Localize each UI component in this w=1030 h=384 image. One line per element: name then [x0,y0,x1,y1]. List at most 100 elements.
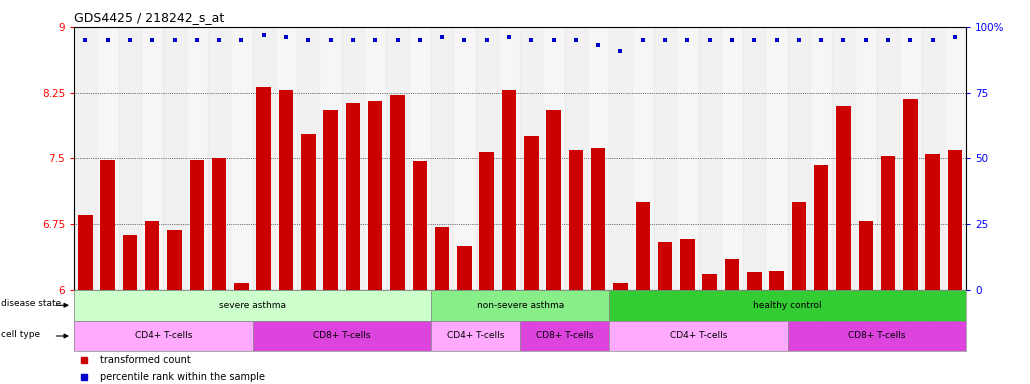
Bar [788,27,810,290]
Text: GDS4425 / 218242_s_at: GDS4425 / 218242_s_at [74,11,225,24]
Bar [859,221,873,290]
Text: CD4+ T-cells: CD4+ T-cells [135,331,192,341]
Bar [855,27,877,290]
Bar [677,27,698,290]
Point [835,37,852,43]
Bar [698,27,721,290]
Bar [744,27,765,290]
Bar [546,110,561,290]
Point [768,37,785,43]
Point [345,37,362,43]
Point [255,32,272,38]
Bar [413,161,427,290]
Point [612,48,628,54]
Text: non-severe asthma: non-severe asthma [477,301,563,310]
Bar [520,27,543,290]
Bar [591,148,606,290]
Point [925,37,941,43]
Point [545,37,561,43]
Point [479,37,495,43]
Point [211,37,228,43]
Point [858,37,874,43]
Bar [231,27,252,290]
Bar [881,156,895,290]
Bar [323,110,338,290]
Text: disease state: disease state [1,299,62,308]
Point [724,37,741,43]
Bar [164,27,185,290]
Bar [409,27,431,290]
Bar [123,235,137,290]
Point [523,37,540,43]
Bar [390,95,405,290]
Bar [476,27,497,290]
Point [77,37,94,43]
Bar [502,90,516,290]
Point [166,37,182,43]
Text: healthy control: healthy control [753,301,822,310]
Point [701,37,718,43]
Bar [836,106,851,290]
Bar [613,283,627,290]
Bar [654,27,677,290]
Text: CD8+ T-cells: CD8+ T-cells [848,331,905,341]
Bar [899,27,922,290]
Point [389,37,406,43]
Bar [903,99,918,290]
Bar [431,321,520,351]
Bar [252,321,431,351]
Point [746,37,762,43]
Bar [922,27,943,290]
Bar [145,221,160,290]
Point [813,37,829,43]
Bar [453,27,476,290]
Bar [564,27,587,290]
Bar [479,152,494,290]
Bar [610,290,966,321]
Bar [702,274,717,290]
Bar [190,160,204,290]
Bar [364,27,386,290]
Bar [788,321,966,351]
Bar [435,227,449,290]
Point [501,34,517,40]
Bar [497,27,520,290]
Point [657,37,674,43]
Bar [319,27,342,290]
Bar [342,27,364,290]
Bar [610,27,631,290]
Point [144,37,161,43]
Bar [792,202,806,290]
Bar [275,27,298,290]
Bar [141,27,164,290]
Bar [877,27,899,290]
Text: CD4+ T-cells: CD4+ T-cells [447,331,505,341]
Bar [118,27,141,290]
Point [300,37,316,43]
Bar [78,215,93,290]
Bar [212,157,227,290]
Bar [167,230,181,290]
Bar [721,27,744,290]
Bar [765,27,788,290]
Bar [298,27,319,290]
Point [412,37,428,43]
Bar [524,136,539,290]
Bar [457,246,472,290]
Bar [925,154,940,290]
Bar [610,321,788,351]
Point [880,37,896,43]
Bar [252,27,275,290]
Bar [658,242,673,290]
Bar [256,86,271,290]
Point [278,34,295,40]
Bar [431,290,610,321]
Point [947,34,963,40]
Bar [368,101,382,290]
Bar [97,27,118,290]
Bar [100,160,115,290]
Text: CD8+ T-cells: CD8+ T-cells [313,331,371,341]
Text: severe asthma: severe asthma [219,301,286,310]
Bar [587,27,610,290]
Bar [185,27,208,290]
